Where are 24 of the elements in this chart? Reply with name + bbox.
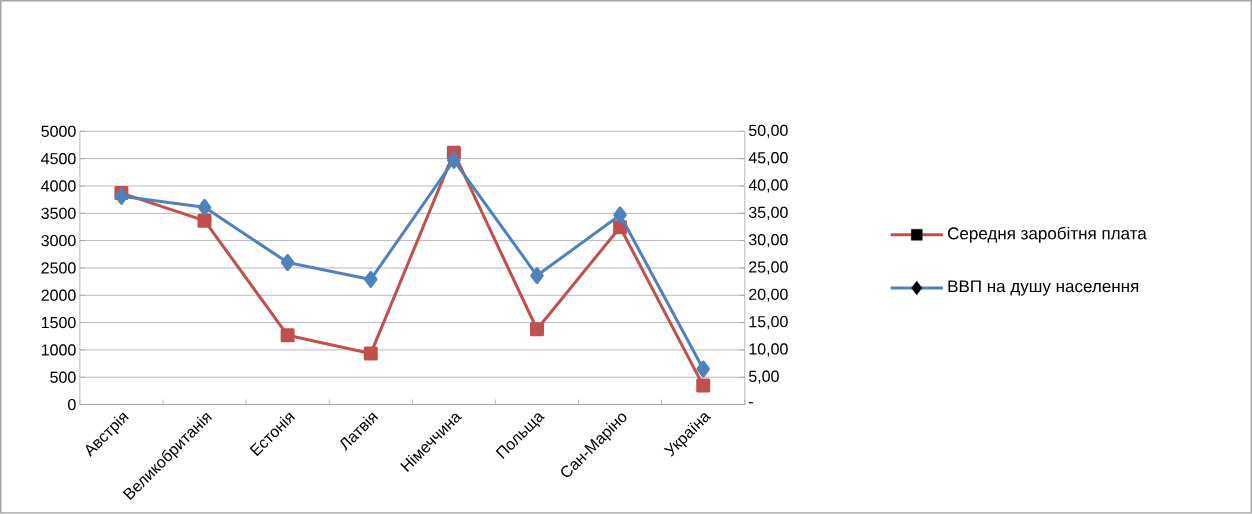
y2-tick-label: 35,00 bbox=[748, 206, 788, 221]
y-tick-label: 5000 bbox=[41, 125, 76, 138]
y-tick-label: 500 bbox=[50, 371, 76, 384]
y-tick-label: 1500 bbox=[41, 317, 76, 329]
y2-tick-label: 5,00 bbox=[748, 370, 779, 384]
y2-tick-label: 20,00 bbox=[749, 288, 788, 302]
y-tick-label: 2500 bbox=[41, 262, 76, 274]
y-tick-label: 3500 bbox=[41, 207, 76, 220]
y-tick-label: 4500 bbox=[41, 153, 76, 165]
y-tick-label: 4000 bbox=[41, 180, 76, 192]
y2-tick-label: 50,00 bbox=[748, 124, 788, 139]
y-tick-label: 0 bbox=[68, 399, 76, 411]
y2-tick-label: 40,00 bbox=[748, 179, 788, 193]
y2-tick-label: 10,00 bbox=[749, 343, 788, 357]
legend-label: Середня заробітня плата bbox=[947, 226, 1147, 243]
y2-tick-label: 30,00 bbox=[748, 234, 788, 248]
y-tick-label: 2000 bbox=[41, 289, 76, 302]
y-tick-label: 1000 bbox=[41, 344, 76, 356]
y2-tick-label: - bbox=[749, 402, 753, 404]
legend-label: ВВП на душу населення bbox=[948, 280, 1139, 296]
y2-tick-label: 45,00 bbox=[748, 152, 788, 166]
y-tick-label: 3000 bbox=[41, 235, 76, 247]
y2-tick-label: 25,00 bbox=[749, 261, 788, 275]
y2-tick-label: 15,00 bbox=[749, 316, 788, 330]
